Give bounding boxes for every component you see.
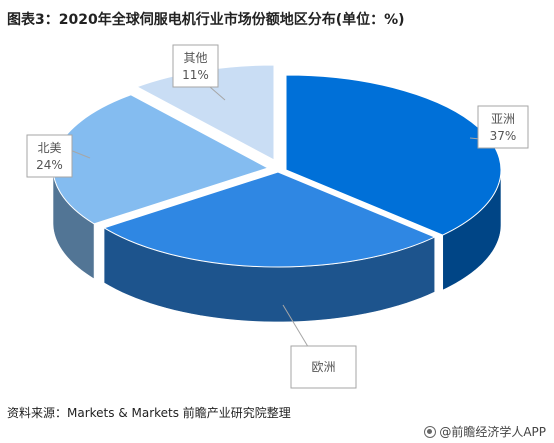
brand-logo-icon: [424, 426, 437, 438]
callout-leader: [69, 149, 91, 159]
footer-brand: @前瞻经济学人APP: [424, 423, 546, 440]
callout-3: 北美 24%: [26, 134, 91, 178]
callout-leader: [282, 304, 311, 351]
callout-leader: [209, 86, 226, 101]
pie-callouts: 亚洲 37% 欧洲 北美 24% 其他 11%: [26, 44, 529, 389]
slice-label: 亚洲: [491, 112, 515, 126]
slice-label: 北美: [37, 141, 61, 155]
slice-value-label: 37%: [490, 129, 517, 143]
callout-box: [290, 345, 357, 389]
callout-box: [172, 44, 219, 88]
slice-top-2: [102, 171, 436, 268]
footer-text: @前瞻经济学人APP: [439, 425, 546, 439]
slice-label: 其他: [183, 51, 207, 65]
source-note: 资料来源：Markets & Markets 前瞻产业研究院整理: [7, 406, 291, 420]
callout-1: 亚洲 37%: [469, 105, 529, 149]
pie-tops: [52, 64, 502, 268]
slice-value-label: 24%: [36, 158, 63, 172]
pie-sides: [52, 167, 502, 323]
slice-label: 欧洲: [311, 360, 335, 374]
chart-title: 图表3：2020年全球伺服电机行业市场份额地区分布(单位：%): [7, 12, 405, 28]
callout-box: [26, 134, 73, 178]
callout-4: 其他 11%: [172, 44, 226, 101]
callout-2: 欧洲: [282, 304, 357, 389]
slice-value-label: 11%: [182, 68, 209, 82]
callout-box: [477, 105, 529, 149]
